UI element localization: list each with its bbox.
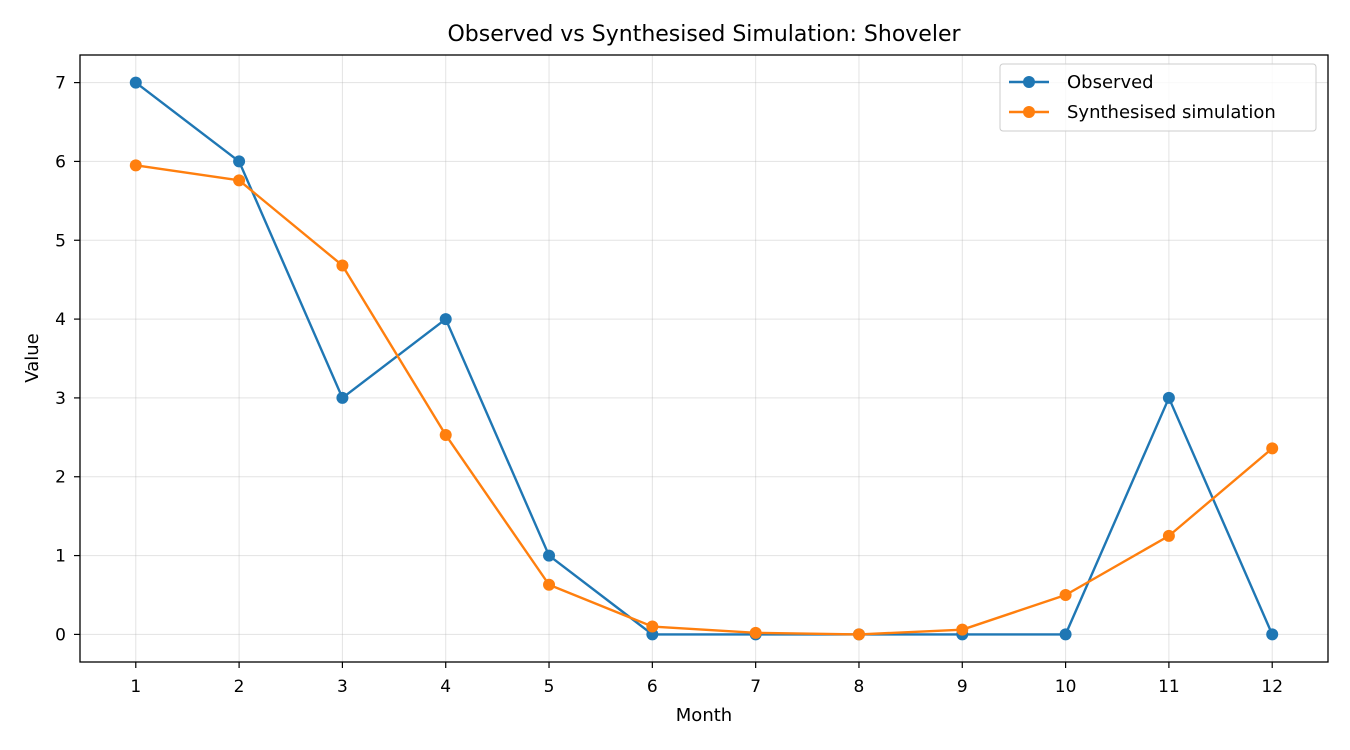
data-point-synthesised-simulation: [336, 259, 349, 272]
y-tick-label: 7: [55, 74, 66, 94]
series-line-synthesised-simulation: [135, 164, 1273, 636]
data-point-synthesised-simulation: [749, 626, 762, 639]
series-line-observed: [135, 81, 1274, 636]
x-tick-label: 3: [337, 677, 348, 697]
x-axis-label: Month: [676, 705, 732, 726]
data-point-observed: [1162, 391, 1175, 404]
legend-label-observed: Observed: [1067, 72, 1154, 93]
x-tick-label: 11: [1158, 677, 1180, 697]
x-tick-label: 5: [544, 677, 555, 697]
data-point-synthesised-simulation: [439, 428, 452, 441]
data-point-observed: [233, 155, 246, 168]
legend-entry-observed: Observed: [1009, 72, 1154, 93]
data-point-observed: [1266, 628, 1279, 641]
data-point-synthesised-simulation: [1059, 588, 1072, 601]
legend-marker-synthesised-simulation: [1023, 106, 1035, 118]
y-tick-label: 1: [55, 547, 66, 567]
x-tick-label: 2: [234, 677, 245, 697]
series-synthesised-simulation: [129, 159, 1279, 641]
y-tick-label: 4: [55, 310, 66, 330]
legend-label-synthesised-simulation: Synthesised simulation: [1067, 102, 1276, 123]
x-tick-label: 9: [957, 677, 968, 697]
x-tick-label: 1: [130, 677, 141, 697]
legend-entries: Observed Synthesised simulation: [1009, 72, 1276, 123]
chart-title: Observed vs Synthesised Simulation: Shov…: [447, 22, 961, 47]
data-point-synthesised-simulation: [852, 628, 865, 641]
series-group: [129, 76, 1279, 641]
y-tick-label: 3: [55, 389, 66, 409]
x-tick-label: 8: [854, 677, 865, 697]
data-point-observed: [336, 391, 349, 404]
data-point-synthesised-simulation: [646, 620, 659, 633]
y-tick-label: 2: [55, 468, 66, 488]
x-tick-label: 4: [440, 677, 451, 697]
data-point-synthesised-simulation: [129, 159, 142, 172]
x-tick-label: 10: [1055, 677, 1077, 697]
x-axis-ticks: 1 2 3 4 5 6 7 8 9 10 11 12: [130, 662, 1283, 697]
plot-area-frame: [79, 54, 1329, 663]
legend: Observed Synthesised simulation: [999, 63, 1317, 132]
data-point-synthesised-simulation: [233, 174, 246, 187]
data-point-synthesised-simulation: [1162, 529, 1175, 542]
data-point-observed: [1059, 628, 1072, 641]
data-point-observed: [439, 313, 452, 326]
y-tick-label: 6: [55, 152, 66, 172]
data-point-synthesised-simulation: [1266, 442, 1279, 455]
y-axis-label: Value: [22, 333, 43, 382]
legend-entry-synthesised-simulation: Synthesised simulation: [1009, 102, 1276, 123]
legend-box: [999, 63, 1317, 132]
y-axis-ticks: 0 1 2 3 4 5 6 7: [55, 74, 80, 645]
x-tick-label: 7: [750, 677, 761, 697]
y-tick-label: 5: [55, 231, 66, 251]
x-tick-label: 6: [647, 677, 658, 697]
data-point-synthesised-simulation: [543, 578, 556, 591]
data-point-observed: [543, 549, 556, 562]
legend-marker-observed: [1023, 76, 1035, 88]
x-tick-label: 12: [1261, 677, 1283, 697]
y-tick-label: 0: [55, 625, 66, 645]
data-point-observed: [129, 76, 142, 89]
data-point-synthesised-simulation: [956, 623, 969, 636]
